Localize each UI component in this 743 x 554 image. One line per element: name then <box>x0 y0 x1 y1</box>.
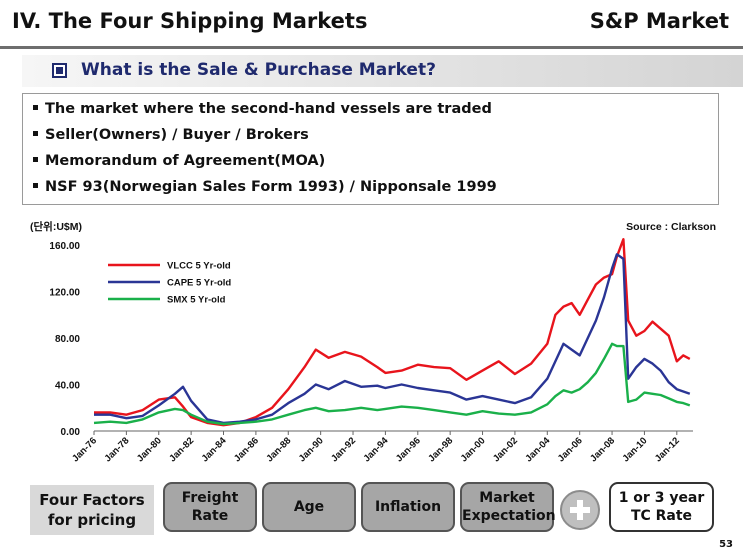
chart-legend: VLCC 5 Yr-old CAPE 5 Yr-old SMX 5 Yr-old <box>108 261 231 306</box>
bullet-item: NSF 93(Norwegian Sales Form 1993) / Nipp… <box>33 179 497 195</box>
x-tick-label: Jan-88 <box>264 435 293 464</box>
factor3-label: Inflation <box>374 499 442 515</box>
x-tick-label: Jan-86 <box>232 435 261 464</box>
series-layer <box>93 238 691 427</box>
source-label: Source : Clarkson <box>626 221 716 233</box>
subtitle-band: What is the Sale & Purchase Market? <box>22 55 743 87</box>
factor1-line2: Rate <box>191 508 229 524</box>
factor2-label: Age <box>293 499 325 515</box>
factor1-line1: Freight <box>181 490 239 506</box>
bullet-text: Memorandum of Agreement(MOA) <box>45 153 326 169</box>
legend-label: SMX 5 Yr-old <box>167 295 226 306</box>
plus-icon <box>560 490 600 530</box>
tc-rate-box: 1 or 3 year TC Rate <box>609 482 714 532</box>
y-tick-label: 160.00 <box>49 241 80 252</box>
line-chart: (단위:U$M) Source : Clarkson 0.00 40.00 80.0… <box>30 220 716 464</box>
x-tick-label: Jan-12 <box>653 435 682 464</box>
series-line-smx <box>93 342 691 426</box>
factor-freight-rate: Freight Rate <box>163 482 257 532</box>
x-tick-label: Jan-98 <box>426 435 455 464</box>
x-tick-label: Jan-10 <box>620 435 649 464</box>
price-chart: (단위:U$M) Source : Clarkson 0.00 40.00 80.0… <box>0 212 743 482</box>
x-tick-label: Jan-96 <box>394 435 423 464</box>
factor-inflation: Inflation <box>361 482 455 532</box>
bullet-text: The market where the second-hand vessels… <box>45 101 492 117</box>
factors-label-line2: for pricing <box>47 511 137 529</box>
bullet-icon <box>33 104 38 110</box>
subtitle: What is the Sale & Purchase Market? <box>81 60 436 80</box>
bullet-list: The market where the second-hand vessels… <box>22 93 719 205</box>
square-bullet-icon <box>52 63 67 78</box>
x-tick-label: Jan-02 <box>491 435 520 464</box>
bullet-item: Seller(Owners) / Buyer / Brokers <box>33 127 309 143</box>
bullet-item: Memorandum of Agreement(MOA) <box>33 153 325 169</box>
page-title: IV. The Four Shipping Markets <box>12 9 368 33</box>
y-tick-label: 120.00 <box>49 288 80 299</box>
factors-label-line1: Four Factors <box>39 491 145 509</box>
x-tick-label: Jan-76 <box>70 435 99 464</box>
legend-label: CAPE 5 Yr-old <box>167 278 231 289</box>
x-tick-label: Jan-06 <box>556 435 585 464</box>
bullet-item: The market where the second-hand vessels… <box>33 101 492 117</box>
tc-line1: 1 or 3 year <box>618 490 705 506</box>
x-tick-label: Jan-78 <box>102 435 131 464</box>
bullet-icon <box>33 156 38 162</box>
pricing-factors: Four Factors for pricing Freight Rate Ag… <box>0 482 743 542</box>
header: IV. The Four Shipping Markets S&P Market <box>0 0 743 50</box>
tc-line2: TC Rate <box>630 508 693 524</box>
factor-age: Age <box>262 482 356 532</box>
factor4-line1: Market <box>479 490 535 506</box>
x-tick-label: Jan-82 <box>167 435 196 464</box>
title-divider <box>0 46 743 49</box>
x-tick-label: Jan-04 <box>523 435 553 465</box>
factor4-line2: Expectation <box>462 508 556 524</box>
factor-market-expectation: Market Expectation <box>460 482 556 532</box>
x-tick-label: Jan-90 <box>297 435 326 464</box>
bullet-icon <box>33 130 38 136</box>
bullet-text: Seller(Owners) / Buyer / Brokers <box>45 127 309 143</box>
section-title: S&P Market <box>589 9 729 33</box>
x-tick-label: Jan-80 <box>135 435 164 464</box>
y-tick-label: 80.00 <box>55 334 80 345</box>
factors-label: Four Factors for pricing <box>30 485 154 535</box>
x-tick-label: Jan-84 <box>200 435 230 465</box>
x-tick-label: Jan-94 <box>361 435 391 465</box>
page-number: 53 <box>719 539 733 550</box>
unit-label: (단위:U$M) <box>30 220 82 233</box>
x-tick-label: Jan-92 <box>329 435 358 464</box>
x-tick-label: Jan-08 <box>588 435 617 464</box>
legend-label: VLCC 5 Yr-old <box>167 261 231 272</box>
y-tick-label: 0.00 <box>61 427 81 438</box>
bullet-icon <box>33 182 38 188</box>
y-tick-label: 40.00 <box>55 381 80 392</box>
bullet-text: NSF 93(Norwegian Sales Form 1993) / Nipp… <box>45 179 497 195</box>
series-line-cape <box>94 253 691 425</box>
x-tick-label: Jan-00 <box>459 435 488 464</box>
